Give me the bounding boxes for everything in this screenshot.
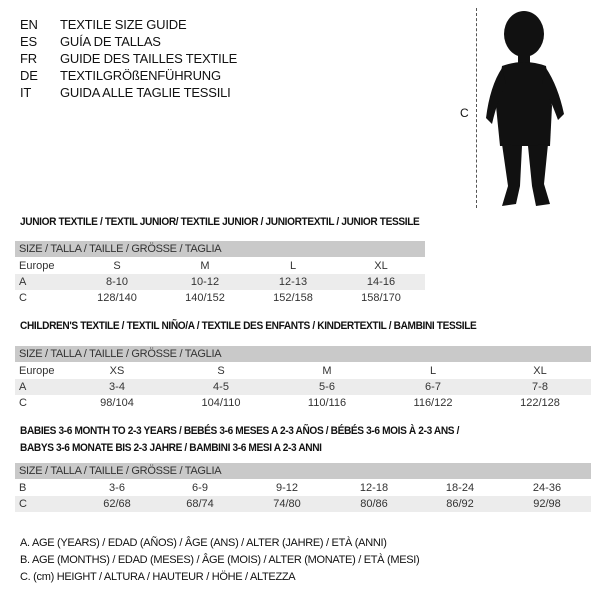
table-row: C 128/140 140/152 152/158 158/170 xyxy=(15,290,425,306)
table-cell: 140/152 xyxy=(185,292,225,304)
table-cell: 4-5 xyxy=(213,381,229,393)
table-row: C 62/68 68/74 74/80 80/86 86/92 92/98 xyxy=(15,496,591,512)
table-cell: 6-7 xyxy=(425,381,441,393)
babies-section-title-line2: BABYS 3-6 MONATE BIS 2-3 JAHRE / BAMBINI… xyxy=(20,442,322,454)
table-cell: XS xyxy=(109,365,125,377)
table-cell: 3-4 xyxy=(109,381,125,393)
table-cell: M xyxy=(200,260,210,272)
table-cell: 24-36 xyxy=(532,482,562,494)
lang-title: GUÍA DE TALLAS xyxy=(60,34,161,49)
table-row: A 8-10 10-12 12-13 14-16 xyxy=(15,274,425,290)
junior-section-title: JUNIOR TEXTILE / TEXTIL JUNIOR/ TEXTILE … xyxy=(20,216,420,228)
table-cell: 92/98 xyxy=(533,498,561,510)
row-label: C xyxy=(19,292,27,304)
lang-code: EN xyxy=(20,17,38,32)
table-header: SIZE / TALLA / TAILLE / GRÖSSE / TAGLIA xyxy=(15,241,425,257)
table-cell: 12-18 xyxy=(359,482,389,494)
table-cell: 8-10 xyxy=(105,276,129,288)
row-label: B xyxy=(19,482,27,494)
table-cell: 62/68 xyxy=(103,498,131,510)
table-cell: 128/140 xyxy=(97,292,137,304)
table-cell: 5-6 xyxy=(319,381,335,393)
table-cell: 12-13 xyxy=(278,276,308,288)
row-label: A xyxy=(19,276,27,288)
table-cell: 86/92 xyxy=(446,498,474,510)
table-cell: 110/116 xyxy=(307,397,347,409)
row-label: C xyxy=(19,498,27,510)
lang-title: TEXTILGRÖßENFÜHRUNG xyxy=(60,68,221,83)
table-row: B 3-6 6-9 9-12 12-18 18-24 24-36 xyxy=(15,480,591,496)
table-cell: 6-9 xyxy=(192,482,208,494)
lang-code: FR xyxy=(20,51,37,66)
table-cell: 152/158 xyxy=(273,292,313,304)
lang-title: GUIDA ALLE TAGLIE TESSILI xyxy=(60,85,231,100)
table-cell: 104/110 xyxy=(201,397,241,409)
legend-item: A. AGE (YEARS) / EDAD (AÑOS) / ÂGE (ANS)… xyxy=(20,537,387,549)
row-label: A xyxy=(19,381,27,393)
table-row: C 98/104 104/110 110/116 116/122 122/128 xyxy=(15,395,591,411)
row-label: Europe xyxy=(19,260,55,272)
table-cell: 14-16 xyxy=(366,276,396,288)
children-size-table: SIZE / TALLA / TAILLE / GRÖSSE / TAGLIA … xyxy=(15,346,591,411)
table-row: A 3-4 4-5 5-6 6-7 7-8 xyxy=(15,379,591,395)
table-cell: 9-12 xyxy=(275,482,299,494)
babies-size-table: SIZE / TALLA / TAILLE / GRÖSSE / TAGLIA … xyxy=(15,463,591,512)
table-cell: 74/80 xyxy=(273,498,301,510)
table-cell: 7-8 xyxy=(532,381,548,393)
table-cell: S xyxy=(113,260,121,272)
row-label: C xyxy=(19,397,27,409)
lang-title: GUIDE DES TAILLES TEXTILE xyxy=(60,51,238,66)
table-cell: 3-6 xyxy=(109,482,125,494)
height-measure-line xyxy=(476,8,477,208)
table-cell: M xyxy=(322,365,332,377)
table-cell: L xyxy=(289,260,297,272)
height-measure-label: C xyxy=(460,106,469,120)
lang-code: DE xyxy=(20,68,38,83)
table-cell: 18-24 xyxy=(445,482,475,494)
table-cell: XL xyxy=(533,365,547,377)
legend-item: B. AGE (MONTHS) / EDAD (MESES) / ÂGE (MO… xyxy=(20,554,420,566)
table-row: Europe S M L XL xyxy=(15,258,425,274)
table-cell: S xyxy=(217,365,225,377)
babies-section-title-line1: BABIES 3-6 MONTH TO 2-3 YEARS / BEBÉS 3-… xyxy=(20,425,460,437)
lang-code: ES xyxy=(20,34,37,49)
lang-code: IT xyxy=(20,85,32,100)
table-cell: 122/128 xyxy=(520,397,560,409)
table-header: SIZE / TALLA / TAILLE / GRÖSSE / TAGLIA xyxy=(15,346,591,362)
lang-title: TEXTILE SIZE GUIDE xyxy=(60,17,187,32)
children-section-title: CHILDREN'S TEXTILE / TEXTIL NIÑO/A / TEX… xyxy=(20,320,477,332)
table-cell: 98/104 xyxy=(100,397,134,409)
table-cell: 10-12 xyxy=(190,276,220,288)
table-cell: 68/74 xyxy=(186,498,214,510)
table-row: Europe XS S M L XL xyxy=(15,363,591,379)
legend-item: C. (cm) HEIGHT / ALTURA / HAUTEUR / HÖHE… xyxy=(20,571,296,583)
table-cell: L xyxy=(429,365,437,377)
junior-size-table: SIZE / TALLA / TAILLE / GRÖSSE / TAGLIA … xyxy=(15,241,425,306)
row-label: Europe xyxy=(19,365,55,377)
table-header: SIZE / TALLA / TAILLE / GRÖSSE / TAGLIA xyxy=(15,463,591,479)
table-cell: 116/122 xyxy=(413,397,453,409)
table-cell: XL xyxy=(374,260,388,272)
table-cell: 158/170 xyxy=(361,292,401,304)
child-silhouette-icon xyxy=(486,11,564,206)
table-cell: 80/86 xyxy=(360,498,388,510)
